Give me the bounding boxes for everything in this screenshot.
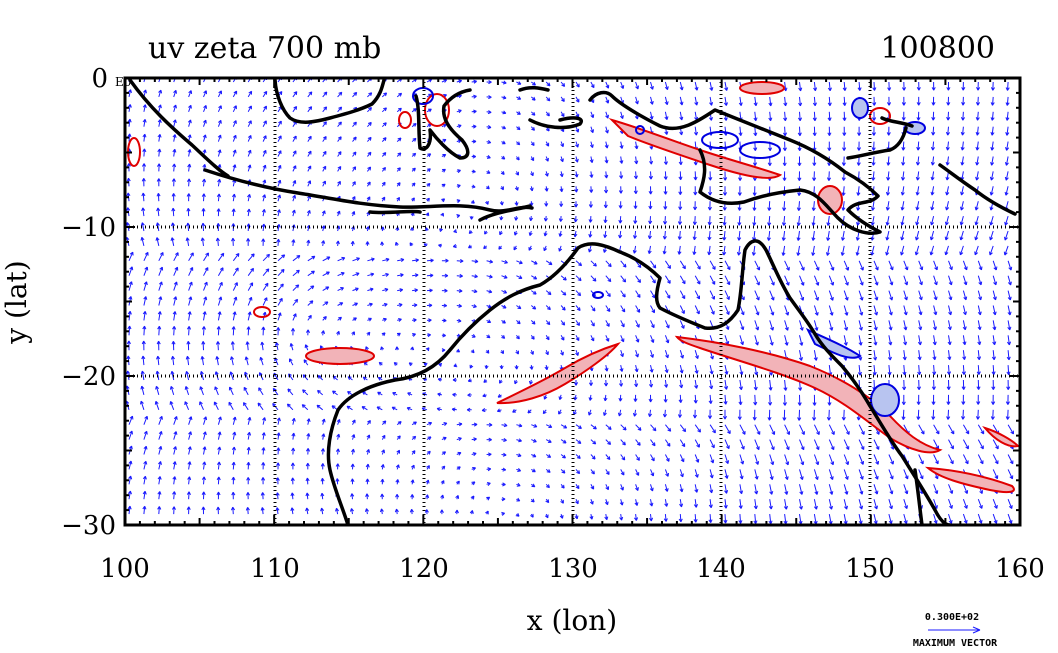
x-tick-label: 130 (548, 554, 598, 584)
y-tick-label: −30 (61, 511, 116, 541)
vorticity-positive (496, 342, 621, 405)
vorticity-negative (592, 291, 604, 299)
vorticity-negative (870, 383, 900, 417)
vorticity-positive (869, 107, 891, 125)
vorticity-negative (851, 97, 869, 119)
coastlines (128, 78, 1017, 525)
wind-vector-field (125, 78, 1014, 525)
x-tick-label: 110 (250, 554, 300, 584)
map-date: 100800 (880, 31, 995, 66)
corner-label: E0 (115, 75, 131, 89)
x-tick-label: 140 (696, 554, 746, 584)
y-tick-label: −20 (61, 362, 116, 392)
vorticity-positive (924, 466, 1015, 494)
y-tick-label: −10 (61, 213, 116, 243)
vorticity-positive (674, 335, 943, 454)
vorticity-negative (635, 125, 645, 135)
axis-ticks (124, 77, 1021, 526)
vorticity-positive (739, 81, 785, 95)
vorticity-contours (127, 81, 1020, 494)
vorticity-negative (739, 141, 781, 159)
plot-frame (123, 76, 1022, 527)
vorticity-positive (608, 117, 783, 179)
vorticity-positive (305, 347, 375, 365)
max-vector-arrowhead (972, 626, 981, 634)
grid-lines (125, 78, 1020, 525)
x-tick-label: 120 (399, 554, 449, 584)
max-vector-label: MAXIMUM VECTOR (913, 638, 998, 649)
vorticity-positive (982, 426, 1020, 448)
x-tick-label: 100 (100, 554, 150, 584)
y-tick-label: 0 (91, 64, 108, 94)
vorticity-negative (701, 131, 739, 149)
plot-area (125, 78, 1020, 525)
x-tick-labels: 100 110 120 130 140 150 160 (100, 554, 1045, 584)
max-vector-legend: 0.300E+02 MAXIMUM VECTOR (913, 612, 998, 649)
x-tick-label: 150 (845, 554, 895, 584)
map-title: uv zeta 700 mb (148, 31, 381, 66)
vorticity-positive (253, 306, 271, 318)
vorticity-positive (398, 111, 412, 129)
max-vector-value: 0.300E+02 (925, 612, 979, 623)
x-axis-label: x (lon) (527, 604, 617, 637)
y-axis-label: y (lat) (0, 260, 33, 344)
vorticity-positive (817, 185, 843, 215)
x-tick-label: 160 (995, 554, 1045, 584)
y-tick-labels: 0 −10 −20 −30 (61, 64, 116, 541)
wind-vectors (125, 78, 1014, 525)
